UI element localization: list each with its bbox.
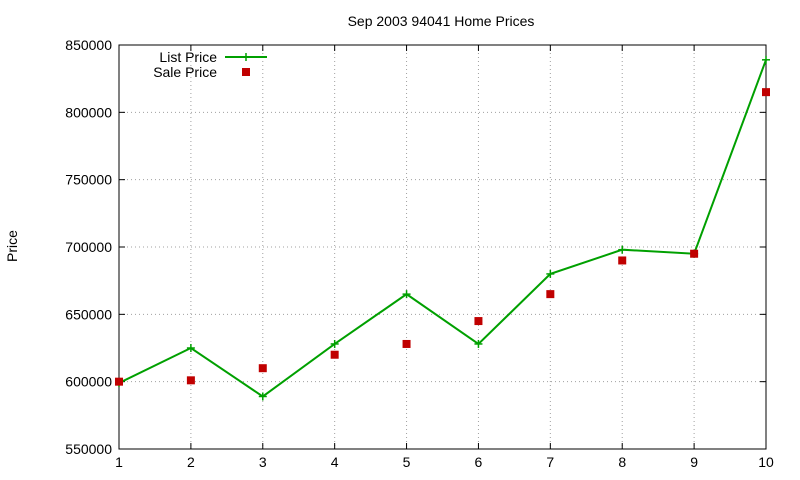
y-tick-label: 850000 (65, 37, 112, 53)
y-axis-label: Price (4, 230, 20, 262)
x-tick-label: 9 (690, 454, 698, 470)
data-point (258, 364, 267, 373)
x-tick-label: 4 (331, 454, 339, 470)
data-point (186, 376, 195, 385)
y-tick-label: 600000 (65, 374, 112, 390)
x-tick-label: 7 (546, 454, 554, 470)
data-point (546, 269, 555, 278)
y-tick-label: 800000 (65, 104, 112, 120)
x-tick-label: 6 (475, 454, 483, 470)
series-1 (115, 88, 770, 386)
chart-title: Sep 2003 94041 Home Prices (348, 13, 535, 29)
x-tick-label: 10 (758, 454, 774, 470)
data-point (546, 290, 555, 299)
data-point (618, 245, 627, 254)
data-point (474, 339, 483, 348)
data-point (186, 344, 195, 352)
data-point (258, 392, 267, 401)
data-point (330, 350, 339, 359)
legend-marker (242, 68, 250, 76)
series-line (118, 59, 767, 398)
legend-marker (242, 53, 250, 61)
x-tick-label: 8 (618, 454, 626, 470)
data-point (762, 55, 770, 64)
x-tick-label: 1 (115, 454, 123, 470)
data-point (115, 377, 123, 386)
x-tick-label: 3 (259, 454, 267, 470)
x-tick-label: 5 (403, 454, 411, 470)
y-tick-label: 700000 (65, 239, 112, 255)
legend-label: Sale Price (153, 64, 217, 80)
data-point (330, 339, 339, 348)
ticks: 550000 600000 650000 700000 750000 800000 8500… (65, 37, 774, 470)
x-tick-label: 2 (187, 454, 195, 470)
data-point (402, 290, 411, 299)
grid (119, 45, 766, 449)
y-tick-label: 650000 (65, 306, 112, 322)
data-point (402, 339, 411, 348)
y-tick-label: 750000 (65, 172, 112, 188)
data-point (762, 88, 770, 97)
data-point (474, 317, 483, 326)
series-0 (115, 55, 770, 401)
y-tick-label: 550000 (65, 441, 112, 457)
legend-label: List Price (159, 49, 217, 65)
plot-frame (118, 44, 767, 450)
data-point (690, 249, 699, 258)
data-point (618, 256, 627, 265)
series-layer (115, 55, 770, 401)
